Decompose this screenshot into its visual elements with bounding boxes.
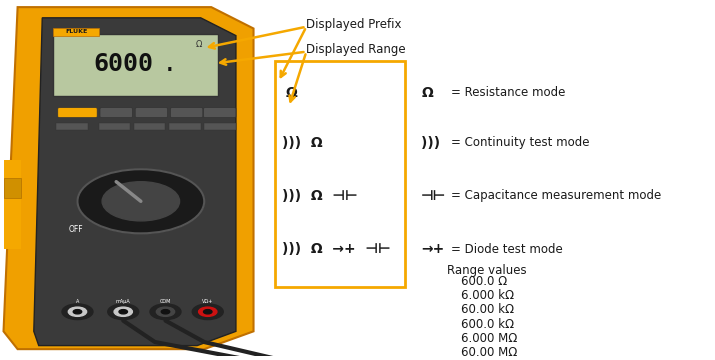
Circle shape <box>119 310 127 314</box>
Circle shape <box>150 304 181 320</box>
Circle shape <box>199 307 217 316</box>
Bar <box>204 123 236 130</box>
Circle shape <box>62 304 93 320</box>
Text: COM: COM <box>160 298 171 303</box>
Polygon shape <box>34 18 236 346</box>
Text: = Continuity test mode: = Continuity test mode <box>450 136 589 149</box>
Circle shape <box>157 307 174 316</box>
Text: 6.000 MΩ: 6.000 MΩ <box>461 332 518 345</box>
Bar <box>99 123 130 130</box>
Polygon shape <box>4 7 254 349</box>
Text: →+: →+ <box>421 242 445 256</box>
Circle shape <box>108 304 139 320</box>
Text: Ω: Ω <box>421 86 433 100</box>
Text: VΩ+: VΩ+ <box>202 298 213 303</box>
Circle shape <box>162 310 169 314</box>
Text: )​)​)​  Ω  ⊣⊢: )​)​)​ Ω ⊣⊢ <box>282 189 358 203</box>
Circle shape <box>102 182 179 221</box>
Text: OFF: OFF <box>69 225 84 234</box>
Text: .: . <box>164 57 175 75</box>
Bar <box>4 178 21 198</box>
Text: 600.0 kΩ: 600.0 kΩ <box>461 318 514 331</box>
Text: Ω: Ω <box>285 86 297 100</box>
Text: = Resistance mode: = Resistance mode <box>450 86 565 99</box>
Text: Displayed Range: Displayed Range <box>306 43 406 57</box>
Bar <box>134 123 165 130</box>
Bar <box>53 28 99 36</box>
FancyBboxPatch shape <box>58 108 97 118</box>
Text: = Diode test mode: = Diode test mode <box>450 243 563 256</box>
Bar <box>53 34 218 96</box>
FancyBboxPatch shape <box>100 108 132 118</box>
Circle shape <box>114 307 132 316</box>
Text: mAμA: mAμA <box>116 298 131 303</box>
Text: ⊣⊢: ⊣⊢ <box>421 189 446 203</box>
FancyBboxPatch shape <box>135 108 167 118</box>
Circle shape <box>69 307 87 316</box>
Text: 600.0 Ω: 600.0 Ω <box>461 275 508 288</box>
Text: 6.000 kΩ: 6.000 kΩ <box>461 289 514 302</box>
Text: Range values: Range values <box>447 264 527 277</box>
Text: Displayed Prefix: Displayed Prefix <box>306 18 402 31</box>
FancyBboxPatch shape <box>204 108 236 118</box>
Text: FLUKE: FLUKE <box>65 29 87 34</box>
Text: 60.00 kΩ: 60.00 kΩ <box>461 303 514 316</box>
Text: )​)​)​  Ω  →+  ⊣⊢: )​)​)​ Ω →+ ⊣⊢ <box>282 242 390 256</box>
Text: 60.00 MΩ: 60.00 MΩ <box>461 346 518 359</box>
FancyBboxPatch shape <box>170 108 203 118</box>
Text: )​)​)​: )​)​)​ <box>421 135 440 149</box>
Bar <box>4 160 21 249</box>
Bar <box>56 123 88 130</box>
Text: Ω: Ω <box>196 40 202 49</box>
Text: A: A <box>76 298 79 303</box>
Circle shape <box>204 310 212 314</box>
Text: 6000: 6000 <box>93 52 153 76</box>
Bar <box>275 60 405 287</box>
Circle shape <box>73 310 82 314</box>
Text: = Capacitance measurement mode: = Capacitance measurement mode <box>450 189 661 202</box>
Circle shape <box>77 169 204 233</box>
Circle shape <box>192 304 223 320</box>
Text: )​)​)​  Ω: )​)​)​ Ω <box>282 135 322 149</box>
Bar <box>169 123 201 130</box>
